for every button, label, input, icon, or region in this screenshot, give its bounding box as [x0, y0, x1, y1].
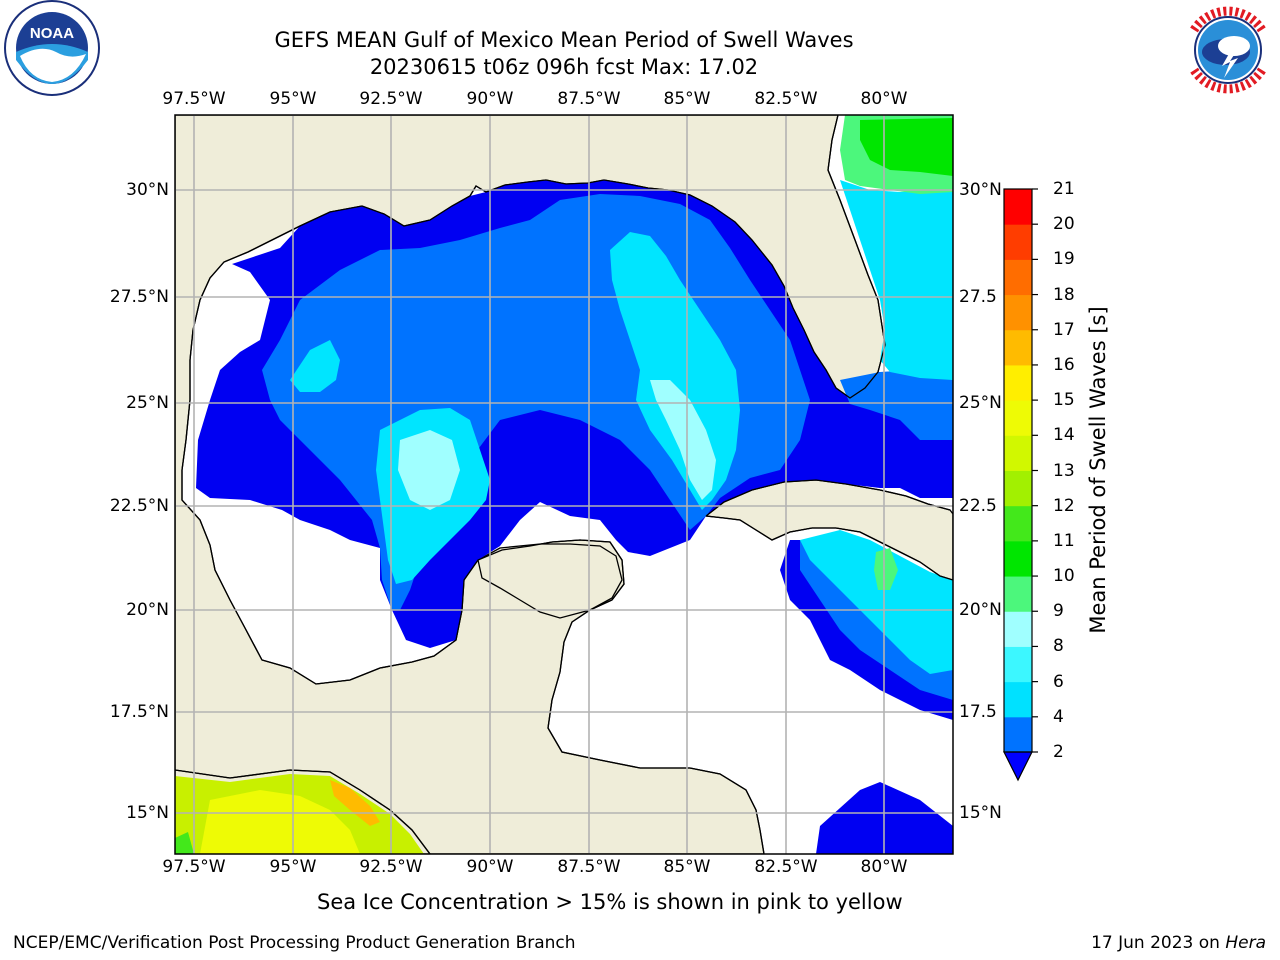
- lat-label-left: 25°N: [126, 393, 169, 413]
- sea-ice-note: Sea Ice Concentration > 15% is shown in …: [317, 890, 903, 914]
- colorbar-tick-label: 10: [1053, 566, 1075, 587]
- lon-label-top: 85°W: [663, 89, 711, 109]
- footer-credit: NCEP/EMC/Verification Post Processing Pr…: [13, 933, 576, 953]
- lon-label-bottom: 80°W: [860, 857, 908, 877]
- colorbar-tick-label: 11: [1053, 530, 1075, 551]
- swell-cyan-atlantic: [840, 180, 953, 380]
- colorbar-segment: [1004, 716, 1032, 753]
- lat-label-left: 17.5°N: [109, 702, 169, 722]
- colorbar-segment: [1004, 470, 1032, 507]
- colorbar-segment: [1004, 329, 1032, 366]
- colorbar-tick-label: 20: [1053, 214, 1075, 235]
- lat-label-right: 27.5: [959, 287, 997, 307]
- colorbar-tick-label: 9: [1053, 601, 1064, 622]
- swell-light-cyan-west: [398, 430, 460, 510]
- footer-date: 17 Jun 2023 on Hera: [1091, 933, 1266, 953]
- coastline-cuba: [705, 479, 953, 581]
- footer-host: Hera: [1225, 933, 1266, 953]
- lon-label-top: 87.5°W: [557, 89, 621, 109]
- colorbar-segment: [1004, 259, 1032, 296]
- map-frame: [174, 114, 954, 855]
- swell-green-pacific: [175, 832, 194, 854]
- lat-label-left: 22.5°N: [109, 496, 169, 516]
- lat-label-right: 17.5: [959, 702, 997, 722]
- colorbar-tick-label: 13: [1053, 460, 1075, 481]
- colorbar-title: Mean Period of Swell Waves [s]: [1086, 306, 1110, 634]
- colorbar-tick-label: 18: [1053, 284, 1075, 305]
- lon-label-bottom: 85°W: [663, 857, 711, 877]
- colorbar-segment: [1004, 681, 1032, 718]
- swell-cyan-caribbean: [800, 530, 953, 674]
- lat-label-left: 30°N: [126, 180, 169, 200]
- lon-label-top: 92.5°W: [359, 89, 423, 109]
- footer-date-text: 17 Jun 2023 on: [1091, 933, 1226, 953]
- lon-label-top: 82.5°W: [754, 89, 818, 109]
- coastline-south: [175, 769, 431, 854]
- lon-label-bottom: 97.5°W: [162, 857, 226, 877]
- colorbar-segment: [1004, 646, 1032, 683]
- colorbar-tick-label: 17: [1053, 319, 1075, 340]
- colorbar-extend-arrow: [1003, 751, 1033, 782]
- colorbar-tick-label: 19: [1053, 249, 1075, 270]
- lon-label-bottom: 92.5°W: [359, 857, 423, 877]
- svg-text:NOAA: NOAA: [30, 25, 74, 42]
- swell-mid-blue-east: [840, 370, 953, 440]
- lon-label-bottom: 95°W: [269, 857, 317, 877]
- lon-label-bottom: 82.5°W: [754, 857, 818, 877]
- swell-light-cyan: [650, 380, 716, 500]
- colorbar-segment: [1004, 611, 1032, 647]
- lat-label-left: 20°N: [126, 600, 169, 620]
- noaa-logo: NOAA: [4, 0, 100, 96]
- map-grid: [175, 115, 953, 854]
- lat-label-right: 22.5: [959, 496, 997, 516]
- colorbar-tick-label: 15: [1053, 390, 1075, 411]
- chart-subtitle: 20230615 t06z 096h fcst Max: 17.02: [369, 55, 759, 79]
- lon-label-top: 80°W: [860, 89, 908, 109]
- colorbar-tick-label: 21: [1053, 179, 1075, 199]
- colorbar-tick-label: 16: [1053, 354, 1075, 375]
- lon-label-bottom: 90°W: [466, 857, 514, 877]
- colorbar-segment: [1004, 224, 1032, 260]
- colorbar-tick-label: 14: [1053, 425, 1075, 446]
- colorbar-segment: [1004, 505, 1032, 542]
- colorbar-segment: [1004, 576, 1032, 612]
- colorbar-tick-label: 8: [1053, 636, 1064, 657]
- lon-label-bottom: 87.5°W: [557, 857, 621, 877]
- lat-label-right: 30°N: [959, 180, 1002, 200]
- lon-label-top: 95°W: [269, 89, 317, 109]
- swell-cyan-northwest: [290, 340, 340, 392]
- colorbar-tick-label: 2: [1053, 742, 1064, 762]
- colorbar-segment: [1004, 364, 1032, 401]
- nws-logo: [1180, 2, 1276, 98]
- lon-label-top: 90°W: [466, 89, 514, 109]
- lon-label-top: 97.5°W: [162, 89, 226, 109]
- lat-label-right: 25°N: [959, 393, 1002, 413]
- swell-orange-pacific: [330, 780, 380, 826]
- colorbar-segment: [1004, 435, 1032, 471]
- colorbar-tick-label: 12: [1053, 495, 1075, 516]
- lat-label-right: 20°N: [959, 600, 1002, 620]
- colorbar-segment: [1004, 294, 1032, 331]
- lat-label-left: 27.5°N: [109, 287, 169, 307]
- land-yucatan: [477, 543, 623, 619]
- coastline-gulf: [181, 115, 886, 854]
- lat-label-left: 15°N: [126, 803, 169, 823]
- colorbar: [1003, 188, 1038, 782]
- colorbar-segment: [1004, 189, 1032, 225]
- colorbar-tick-label: 6: [1053, 671, 1064, 692]
- colorbar-tick-label: 4: [1053, 706, 1064, 727]
- colorbar-segment: [1004, 400, 1032, 436]
- colorbar-segment: [1004, 540, 1032, 577]
- swell-yellow-pacific: [200, 790, 360, 854]
- map-area: [175, 115, 953, 854]
- lat-label-right: 15°N: [959, 803, 1002, 823]
- swell-green-caribbean: [874, 548, 898, 590]
- chart-title: GEFS MEAN Gulf of Mexico Mean Period of …: [274, 28, 854, 52]
